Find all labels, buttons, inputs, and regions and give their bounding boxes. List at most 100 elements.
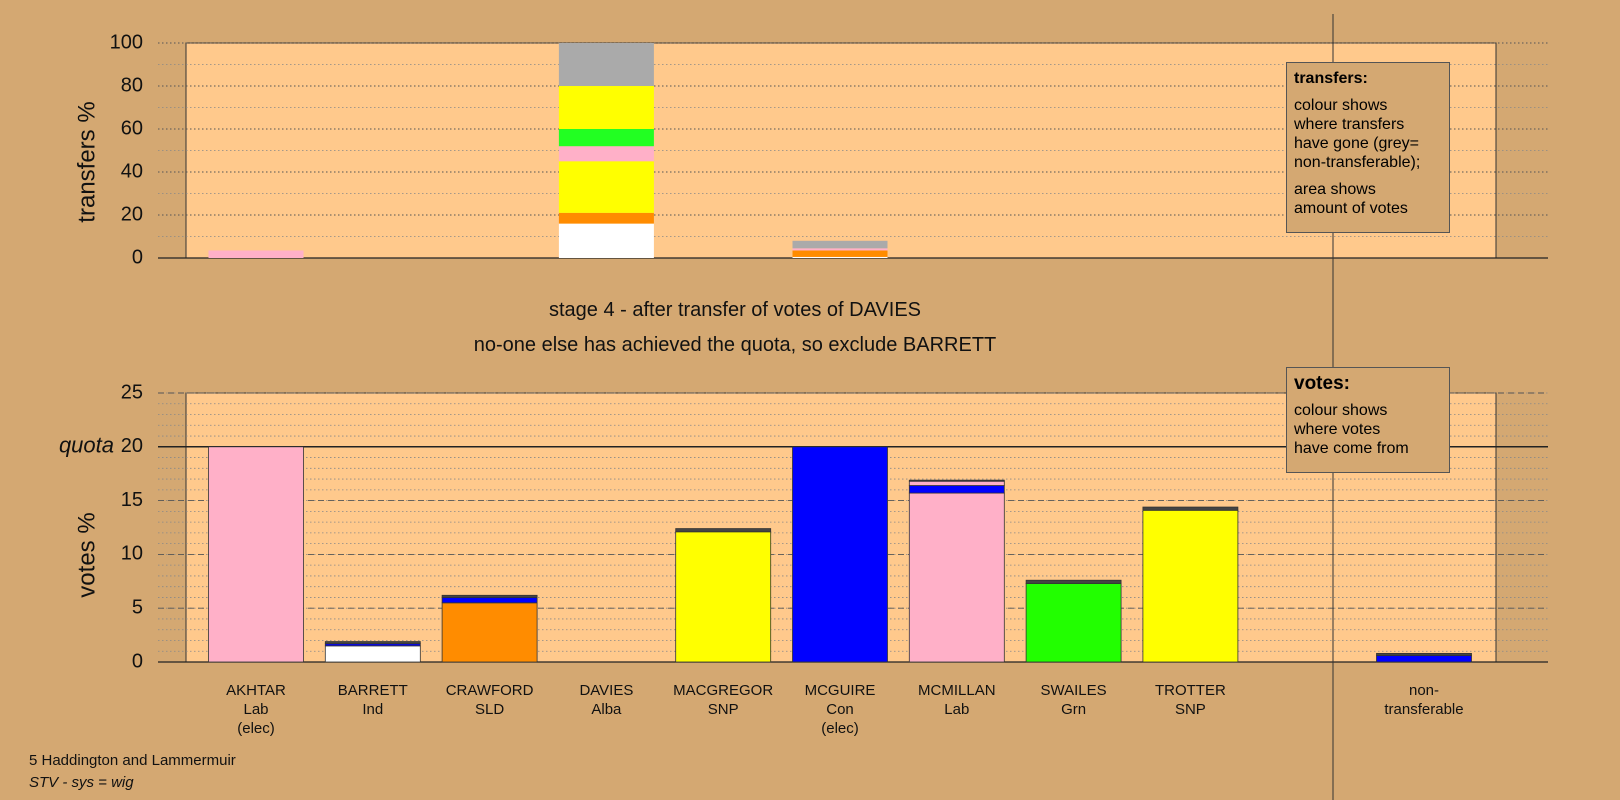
x-tick-label: MCMILLAN Lab [904, 681, 1010, 719]
legend-paragraph: colour shows where transfers have gone (gr… [1294, 96, 1442, 172]
legend-line: have come from [1294, 440, 1409, 457]
legend-paragraph: area shows amount of votes [1294, 180, 1442, 218]
y-tick-label: 20 [121, 203, 143, 225]
bar-segment [792, 248, 888, 251]
candidate-name: CRAWFORD [445, 682, 534, 699]
bar-segment [792, 240, 888, 249]
x-tick-label: DAVIES Alba [553, 681, 659, 719]
y-tick-label: 0 [132, 650, 143, 672]
legend-line: non-transferable); [1294, 154, 1421, 171]
x-tick-label: AKHTAR Lab (elec) [203, 681, 309, 738]
candidate-name: BARRETT [337, 682, 408, 699]
candidate-name: MCMILLAN [918, 682, 996, 699]
y-axis-label: votes % [73, 512, 100, 597]
bar-segment [1376, 655, 1472, 663]
bar-segment [441, 594, 538, 598]
bar-segment [324, 645, 421, 663]
candidate-name: MCGUIRE [804, 682, 876, 699]
y-tick-label: 20 [121, 435, 143, 457]
stage-subtitle: no-one else has achieved the quota, so e… [473, 334, 997, 356]
legend-line: have gone (grey= [1294, 135, 1419, 152]
status-note: (elec) [237, 720, 275, 737]
bar-segment [558, 146, 654, 162]
bar-segment [908, 479, 1005, 482]
legend-heading: transfers: [1294, 70, 1368, 87]
x-tick-label: MACGREGOR SNP [670, 681, 776, 719]
bar-segment [1025, 583, 1122, 663]
bar-segment [1142, 506, 1239, 511]
x-tick-label: CRAWFORD SLD [437, 681, 543, 719]
y-tick-label: 80 [121, 74, 143, 96]
x-tick-label: SWAILES Grn [1021, 681, 1127, 719]
candidate-name: AKHTAR [226, 682, 286, 699]
party: Grn [1061, 701, 1087, 718]
legend-box: transfers: colour shows where transfers hav… [1286, 62, 1450, 233]
party: SNP [1174, 701, 1206, 718]
party: Lab [944, 701, 970, 718]
legend-line: colour shows [1294, 402, 1388, 419]
candidate-name: DAVIES [579, 682, 634, 699]
x-tick-label: TROTTER SNP [1137, 681, 1243, 719]
party: Alba [591, 701, 622, 718]
bar-segment [908, 492, 1005, 663]
x-tick-label: non-transferable [1371, 681, 1477, 719]
candidate-name: SWAILES [1040, 682, 1107, 699]
bar-segment [1142, 509, 1239, 663]
legend-line: amount of votes [1294, 200, 1408, 217]
bar-segment [675, 528, 772, 533]
bar-segment [441, 597, 538, 604]
y-tick-label: 60 [121, 117, 143, 139]
bar-segment [792, 446, 888, 663]
system: STV - sys = wig [29, 774, 134, 791]
y-tick-label: 40 [121, 160, 143, 182]
y-axis-label: transfers % [73, 101, 100, 222]
party: Lab [243, 701, 269, 718]
quota-label: quota [59, 433, 114, 458]
x-tick-label: BARRETT Ind [320, 681, 426, 719]
bar-segment [908, 480, 1005, 486]
legend-line: where transfers [1294, 116, 1405, 133]
candidate-name: non-transferable [1384, 682, 1464, 718]
constituency: 5 Haddington and Lammermuir [29, 752, 236, 769]
bar-segment [324, 641, 421, 645]
bar-segment [1025, 579, 1122, 584]
bar-segment [675, 531, 772, 663]
bar-segment [792, 250, 888, 257]
y-tick-label: 10 [121, 543, 143, 565]
stage-title: stage 4 - after transfer of votes of DAV… [548, 299, 922, 321]
y-tick-label: 0 [132, 246, 143, 268]
bar-segment [558, 86, 654, 129]
bar-segment [558, 161, 654, 213]
party: SLD [475, 701, 505, 718]
legend-heading: votes: [1294, 373, 1350, 394]
candidate-name: TROTTER [1154, 682, 1226, 699]
y-tick-label: 5 [132, 596, 143, 618]
bar-segment [558, 43, 654, 86]
party: SNP [707, 701, 739, 718]
legend-line: area shows [1294, 181, 1376, 198]
x-tick-label: MCGUIRE Con (elec) [787, 681, 893, 738]
bar-segment [558, 223, 654, 258]
party: Ind [362, 701, 384, 718]
candidate-name: MACGREGOR [673, 682, 774, 699]
bar-segment [208, 446, 304, 663]
y-tick-label: 15 [121, 489, 143, 511]
legend-line: colour shows [1294, 97, 1388, 114]
legend-box: votes: colour shows where votes have come f… [1286, 367, 1450, 473]
status-note: (elec) [821, 720, 859, 737]
legend-paragraph: colour shows where votes have come from [1294, 401, 1442, 458]
bar-segment [208, 250, 304, 258]
y-tick-label: 100 [110, 31, 143, 53]
plot-area [185, 42, 1497, 259]
legend-line: where votes [1294, 421, 1381, 438]
bar-segment [558, 212, 654, 224]
y-tick-label: 25 [121, 381, 143, 403]
party: Con [826, 701, 854, 718]
bar-segment [558, 129, 654, 147]
bar-segment [1376, 652, 1472, 656]
bar-segment [908, 485, 1005, 494]
bar-segment [441, 602, 538, 663]
bar-segment [792, 256, 888, 258]
